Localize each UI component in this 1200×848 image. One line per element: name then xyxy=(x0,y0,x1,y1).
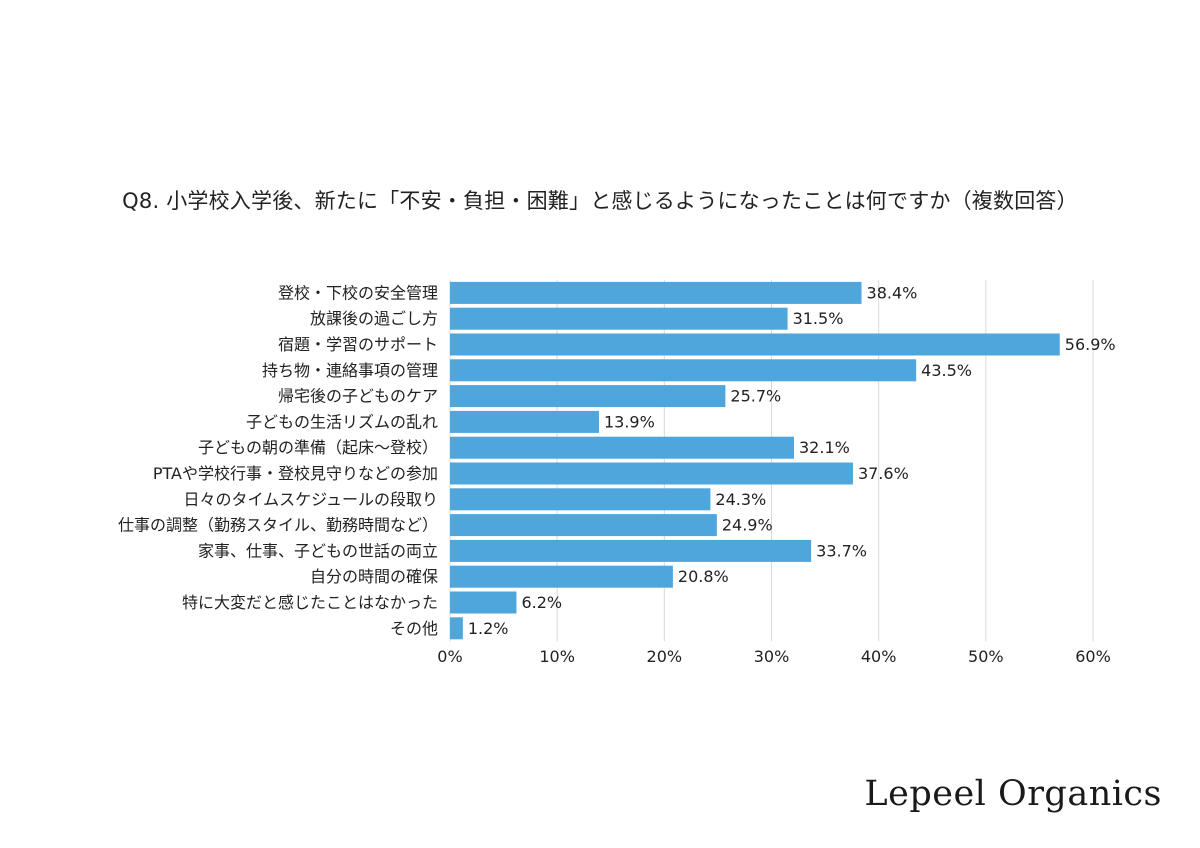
x-tick-label: 50% xyxy=(968,647,1004,666)
x-tick-label: 0% xyxy=(437,647,462,666)
bar xyxy=(450,281,862,304)
bars xyxy=(450,281,1060,640)
category-label: 仕事の調整（勤務スタイル、勤務時間など） xyxy=(118,516,438,535)
value-label: 20.8% xyxy=(678,567,729,586)
value-label: 56.9% xyxy=(1065,335,1116,354)
category-label: 自分の時間の確保 xyxy=(310,567,438,586)
bar xyxy=(450,385,726,408)
bar xyxy=(450,591,517,614)
value-label: 6.2% xyxy=(521,593,562,612)
value-labels: 38.4% 31.5% 56.9% 43.5% 25.7% 13.9% 32.1% 37.6%… xyxy=(468,283,1116,637)
bar xyxy=(450,514,717,537)
category-label: 放課後の過ごし方 xyxy=(310,309,438,328)
category-label: 持ち物・連絡事項の管理 xyxy=(262,361,438,380)
bar xyxy=(450,462,853,485)
category-label: PTAや学校行事・登校見守りなどの参加 xyxy=(153,464,438,483)
x-tick-label: 30% xyxy=(754,647,790,666)
value-label: 1.2% xyxy=(468,619,509,638)
category-label: 帰宅後の子どものケア xyxy=(278,387,438,406)
bar xyxy=(450,333,1060,356)
value-label: 33.7% xyxy=(816,541,867,560)
value-label: 38.4% xyxy=(867,283,918,302)
value-label: 43.5% xyxy=(921,361,972,380)
value-label: 37.6% xyxy=(858,464,909,483)
value-label: 31.5% xyxy=(793,309,844,328)
category-label: 子どもの朝の準備（起床〜登校） xyxy=(198,438,438,457)
bar xyxy=(450,539,812,562)
value-label: 13.9% xyxy=(604,412,655,431)
value-label: 32.1% xyxy=(799,438,850,457)
bar xyxy=(450,488,711,511)
category-label: 宿題・学習のサポート xyxy=(278,335,438,354)
bar xyxy=(450,410,599,433)
category-label: 子どもの生活リズムの乱れ xyxy=(246,412,438,431)
bar xyxy=(450,307,788,330)
value-label: 25.7% xyxy=(730,387,781,406)
value-label: 24.3% xyxy=(715,490,766,509)
category-labels: 登校・下校の安全管理放課後の過ごし方宿題・学習のサポート持ち物・連絡事項の管理帰… xyxy=(118,283,438,637)
value-label: 24.9% xyxy=(722,516,773,535)
bar xyxy=(450,436,795,459)
x-tick-label: 40% xyxy=(861,647,897,666)
chart-title: Q8. 小学校入学後、新たに「不安・負担・困難」と感じるようになったことは何です… xyxy=(122,189,1078,213)
category-label: 特に大変だと感じたことはなかった xyxy=(182,593,438,612)
bar xyxy=(450,359,917,382)
bar xyxy=(450,617,463,640)
x-tick-label: 60% xyxy=(1075,647,1111,666)
x-tick-label: 10% xyxy=(539,647,575,666)
bar xyxy=(450,565,673,588)
category-label: 日々のタイムスケジュールの段取り xyxy=(183,490,438,509)
category-label: 家事、仕事、子どもの世話の両立 xyxy=(198,541,438,560)
category-label: その他 xyxy=(390,619,438,638)
x-tick-label: 20% xyxy=(647,647,683,666)
brand-logo: Lepeel Organics xyxy=(864,774,1162,814)
x-axis-tick-labels: 0% 10% 20% 30% 40% 50% 60% xyxy=(437,647,1110,666)
category-label: 登校・下校の安全管理 xyxy=(278,283,438,302)
